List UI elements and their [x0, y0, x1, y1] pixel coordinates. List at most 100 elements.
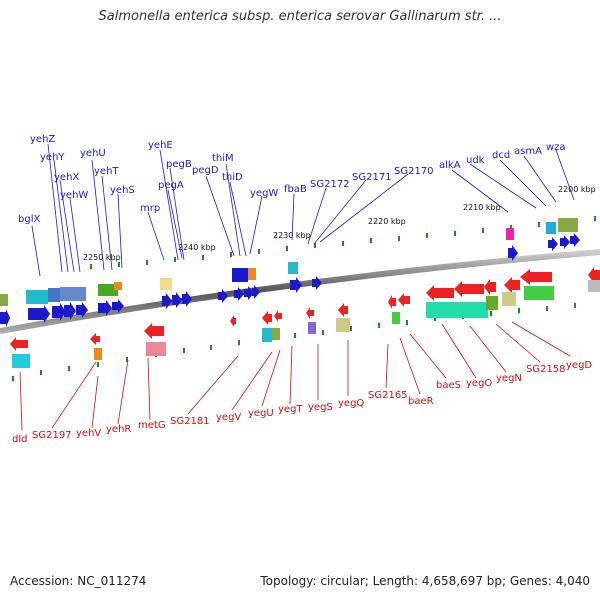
gene-block: [288, 262, 298, 274]
gene-block: [506, 228, 514, 240]
genome-backbone: [0, 249, 600, 334]
gene-arrow: [504, 277, 520, 293]
gene-label-thiM: thiM: [212, 153, 234, 164]
gene-label-yehY: yehY: [40, 152, 65, 163]
gene-arrow: [252, 285, 260, 299]
kbp-label-2240: 2240 kbp: [178, 243, 216, 252]
bottom-strand-genes: [10, 267, 600, 368]
gene-block: [48, 288, 60, 302]
top-leader-lines: [31, 143, 575, 277]
gene-label-yehR: yehR: [106, 424, 131, 435]
gene-arrow: [274, 310, 282, 322]
gene-label-metG: metG: [138, 420, 166, 431]
gene-arrow: [426, 285, 454, 301]
gene-block: [588, 280, 600, 292]
kbp-label-2200: 2200 kbp: [558, 185, 596, 194]
gene-label-yegV: yegV: [216, 412, 241, 423]
gene-label-SG2172: SG2172: [310, 179, 350, 190]
gene-label-yehS: yehS: [110, 185, 135, 196]
scale-ticks: [12, 216, 596, 381]
gene-arrow: [262, 311, 272, 325]
gene-arrow: [230, 315, 236, 327]
accession-label: Accession: NC_011274: [10, 574, 147, 588]
gene-label-yegU: yegU: [248, 408, 274, 419]
gene-arrow: [172, 292, 182, 308]
gene-label-yegO: yegO: [466, 378, 492, 389]
gene-label-yehV: yehV: [76, 428, 101, 439]
gene-arrow: [162, 293, 172, 309]
gene-arrow: [520, 269, 552, 285]
gene-label-thiD: thiD: [222, 172, 243, 183]
top-strand-genes: [0, 218, 580, 327]
kbp-label-2250: 2250 kbp: [83, 253, 121, 262]
gene-arrow: [10, 337, 28, 351]
gene-label-SG2197: SG2197: [32, 430, 72, 441]
gene-arrow: [454, 281, 484, 297]
gene-arrow: [548, 237, 558, 251]
gene-label-SG2181: SG2181: [170, 416, 210, 427]
gene-block: [308, 322, 316, 334]
gene-label-yegD: yegD: [566, 360, 592, 371]
gene-block: [26, 290, 48, 304]
gene-arrow: [64, 302, 76, 320]
gene-label-yehT: yehT: [94, 166, 119, 177]
topology-label: Topology: circular; Length: 4,658,697 bp…: [260, 574, 590, 588]
kbp-label-2210: 2210 kbp: [463, 203, 501, 212]
gene-label-pegD: pegD: [192, 165, 219, 176]
gene-arrow: [388, 295, 396, 309]
gene-label-wza: wza: [546, 142, 566, 153]
gene-block: [0, 294, 8, 306]
gene-block: [114, 282, 122, 290]
gene-label-SG2165: SG2165: [368, 390, 408, 401]
gene-arrow: [508, 245, 518, 261]
gene-arrow: [588, 267, 600, 283]
top-gene-labels: yehZ yehY yehX yehW yehU yehT yehS bglX …: [18, 134, 566, 225]
gene-block: [60, 287, 86, 301]
gene-label-yehW: yehW: [60, 190, 88, 201]
gene-block: [524, 286, 554, 300]
gene-arrow: [76, 302, 88, 318]
gene-block: [262, 328, 272, 342]
gene-label-yegW: yegW: [250, 188, 278, 199]
gene-label-yehE: yehE: [148, 140, 173, 151]
gene-label-fbaB: fbaB: [284, 184, 307, 195]
gene-block: [502, 292, 516, 306]
gene-arrow: [570, 233, 580, 247]
gene-label-SG2171: SG2171: [352, 172, 392, 183]
gene-arrow: [398, 293, 410, 307]
gene-label-yehU: yehU: [80, 148, 106, 159]
gene-label-pegB: pegB: [166, 159, 192, 170]
gene-block: [336, 318, 350, 332]
gene-label-mrp: mrp: [140, 203, 160, 214]
bottom-gene-labels: dld SG2197 yehV yehR metG SG2181 yegV ye…: [12, 360, 592, 445]
gene-label-SG2170: SG2170: [394, 166, 434, 177]
gene-arrow: [306, 307, 314, 319]
gene-arrow: [90, 333, 100, 345]
gene-label-asmA: asmA: [514, 146, 542, 157]
gene-arrow: [290, 277, 302, 293]
gene-arrow: [312, 276, 322, 290]
gene-arrow: [338, 303, 348, 317]
gene-arrow: [0, 309, 10, 327]
gene-label-yegT: yegT: [278, 404, 303, 415]
gene-arrow: [112, 299, 124, 313]
gene-label-SG2158: SG2158: [526, 364, 566, 375]
gene-arrow: [144, 323, 164, 339]
gene-block: [272, 328, 280, 340]
gene-block: [546, 222, 556, 234]
gene-label-udk: udk: [466, 155, 485, 166]
gene-label-baeR: baeR: [408, 396, 434, 407]
gene-label-yegN: yegN: [496, 373, 522, 384]
gene-label-yegS: yegS: [308, 402, 333, 413]
gene-block: [232, 268, 248, 282]
gene-block: [558, 218, 578, 232]
gene-label-bglX: bglX: [18, 214, 40, 225]
gene-label-yehX: yehX: [54, 172, 79, 183]
gene-arrow: [560, 235, 570, 249]
gene-label-pegA: pegA: [158, 180, 184, 191]
gene-block: [160, 278, 172, 290]
gene-label-yehZ: yehZ: [30, 134, 55, 145]
gene-block: [248, 268, 256, 280]
gene-label-alkA: alkA: [439, 160, 461, 171]
gene-arrow: [244, 286, 254, 300]
